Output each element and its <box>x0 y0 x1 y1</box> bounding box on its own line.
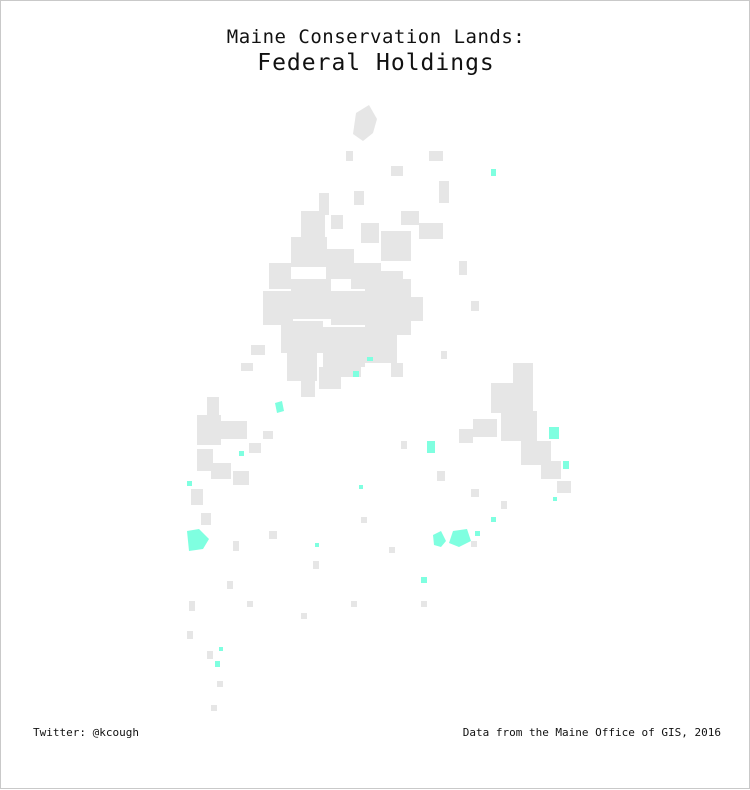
map-title-line-2: Federal Holdings <box>257 50 495 76</box>
other-conservation-lands <box>187 105 571 711</box>
credit-text: Twitter: @kcough <box>33 726 139 739</box>
data-source-text: Data from the Maine Office of GIS, 2016 <box>462 726 721 739</box>
map-title-line-1: Maine Conservation Lands: <box>226 26 526 48</box>
federal-holdings <box>187 169 569 667</box>
